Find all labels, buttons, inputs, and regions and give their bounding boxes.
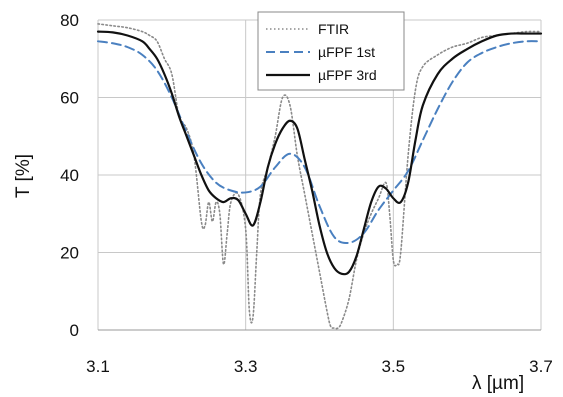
y-tick-label: 20 (60, 244, 79, 263)
legend-label: µFPF 3rd (318, 67, 377, 83)
y-tick-label: 40 (60, 166, 79, 185)
x-tick-label: 3.5 (382, 357, 406, 376)
y-axis-ticks: 0 20 40 60 80 (60, 11, 79, 340)
series-layer (96, 23, 543, 330)
x-tick-label: 3.3 (234, 357, 258, 376)
y-axis-label: T [%] (13, 154, 34, 198)
legend: FTIR µFPF 1st µFPF 3rd (257, 11, 405, 91)
x-axis-label: λ [µm] (472, 373, 524, 394)
x-tick-label: 3.1 (86, 357, 110, 376)
series-line-3 (96, 30, 543, 276)
legend-label: µFPF 1st (318, 44, 375, 60)
y-tick-label: 60 (60, 89, 79, 108)
x-tick-label: 3.7 (529, 357, 553, 376)
legend-label: FTIR (318, 21, 349, 37)
series-line-2 (97, 40, 542, 245)
y-tick-label: 80 (60, 11, 79, 30)
y-tick-label: 0 (70, 321, 79, 340)
x-axis-ticks: 3.1 3.3 3.5 3.7 (86, 357, 553, 376)
